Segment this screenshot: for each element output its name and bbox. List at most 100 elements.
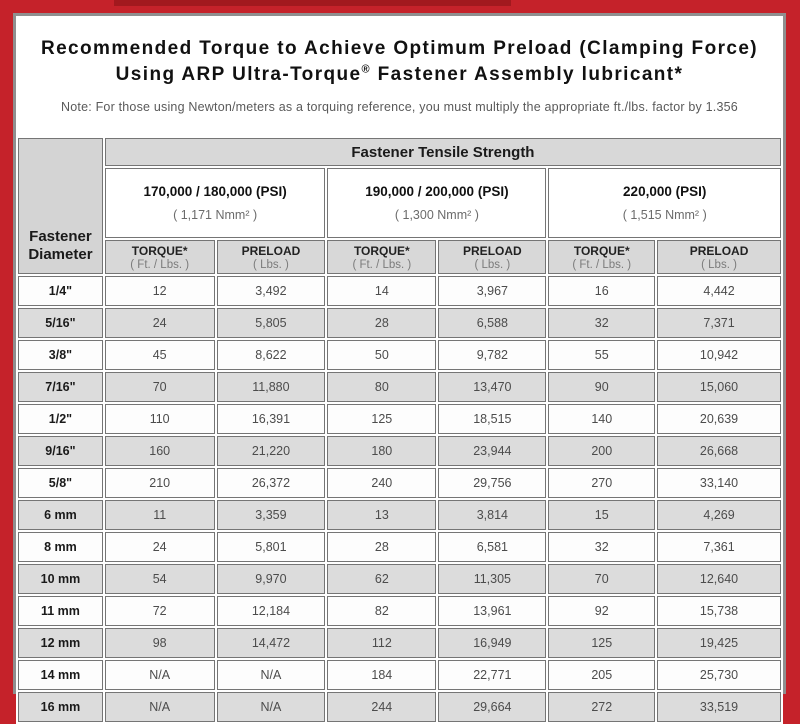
preload-label: PRELOAD [689,243,749,258]
diameter-cell: 14 mm [18,660,103,690]
preload-value-cell: 3,814 [438,500,547,530]
preload-value-cell: 21,220 [216,436,326,466]
diameter-cell: 11 mm [18,596,103,626]
diameter-cell: 12 mm [18,628,103,658]
diameter-cell: 5/16" [18,308,103,338]
preload-unit-label: ( Lbs. ) [701,258,737,271]
table-row: 5/16" 24 5,805 28 6,588 32 7,371 [18,308,781,338]
preload-value-cell: 33,519 [657,692,781,722]
torque-unit-label: ( Ft. / Lbs. ) [130,258,190,271]
torque-value-cell: 70 [548,564,656,594]
psi-header-group3: 220,000 (PSI) ( 1,515 Nmm² ) [548,168,781,238]
preload-value-cell: 11,880 [216,372,326,402]
table-row: 11 mm 72 12,184 82 13,961 92 15,738 [18,596,781,626]
tensile-strength-row: Fastener Diameter Fastener Tensile Stren… [18,138,781,274]
torque-value-cell: 210 [104,468,215,498]
nmm-value-group2: ( 1,300 Nmm² ) [394,208,479,222]
torque-header-group2: TORQUE*( Ft. / Lbs. ) [327,240,437,274]
torque-unit-label: ( Ft. / Lbs. ) [352,258,412,271]
diameter-cell: 8 mm [18,532,103,562]
table-row: 12 mm 98 14,472 112 16,949 125 19,425 [18,628,781,658]
torque-header-group3: TORQUE*( Ft. / Lbs. ) [548,240,656,274]
preload-value-cell: 15,060 [657,372,781,402]
torque-value-cell: 244 [327,692,437,722]
torque-value-cell: 80 [327,372,437,402]
psi-value-group2: 190,000 / 200,000 (PSI) [365,184,509,199]
table-row: 5/8" 210 26,372 240 29,756 270 33,140 [18,468,781,498]
torque-value-cell: 200 [548,436,656,466]
diameter-column-header: Fastener Diameter [18,138,103,274]
table-row: 6 mm 11 3,359 13 3,814 15 4,269 [18,500,781,530]
torque-value-cell: 82 [327,596,437,626]
preload-value-cell: 20,639 [657,404,781,434]
torque-value-cell: 70 [104,372,215,402]
torque-value-cell: 13 [327,500,437,530]
registered-trademark-symbol: ® [361,63,371,76]
page-title-line1: Recommended Torque to Achieve Optimum Pr… [40,38,759,59]
preload-value-cell: N/A [216,660,326,690]
table-row: 9/16" 160 21,220 180 23,944 200 26,668 [18,436,781,466]
nmm-value-group1: ( 1,171 Nmm² ) [173,208,258,222]
preload-value-cell: 12,184 [216,596,326,626]
torque-value-cell: 140 [548,404,656,434]
preload-value-cell: 29,756 [438,468,547,498]
preload-value-cell: 26,668 [657,436,781,466]
note-text: Note: For those using Newton/meters as a… [61,100,738,115]
preload-value-cell: 11,305 [438,564,547,594]
torque-value-cell: 240 [327,468,437,498]
torque-value-cell: 55 [548,340,656,370]
torque-value-cell: 98 [104,628,215,658]
table-row: 1/4" 12 3,492 14 3,967 16 4,442 [18,276,781,306]
preload-value-cell: 33,140 [657,468,781,498]
preload-value-cell: 29,664 [438,692,547,722]
torque-value-cell: 15 [548,500,656,530]
preload-value-cell: 19,425 [657,628,781,658]
torque-value-cell: 90 [548,372,656,402]
torque-value-cell: 11 [104,500,215,530]
preload-value-cell: 4,442 [657,276,781,306]
preload-value-cell: 25,730 [657,660,781,690]
preload-value-cell: 3,492 [216,276,326,306]
preload-value-cell: 14,472 [216,628,326,658]
torque-unit-label: ( Ft. / Lbs. ) [572,258,632,271]
preload-value-cell: 13,470 [438,372,547,402]
torque-value-cell: 110 [104,404,215,434]
psi-header-row: 170,000 / 180,000 (PSI) ( 1,171 Nmm² ) 1… [18,168,781,238]
page-title-line2: Using ARP Ultra-Torque® Fastener Assembl… [115,63,684,85]
torque-label: TORQUE* [131,243,188,258]
preload-value-cell: 3,359 [216,500,326,530]
diameter-cell: 16 mm [18,692,103,722]
psi-header-group1: 170,000 / 180,000 (PSI) ( 1,171 Nmm² ) [104,168,326,238]
preload-value-cell: 8,622 [216,340,326,370]
preload-value-cell: 7,361 [657,532,781,562]
torque-value-cell: 205 [548,660,656,690]
nmm-value-group3: ( 1,515 Nmm² ) [622,208,707,222]
torque-table: Fastener Diameter Fastener Tensile Stren… [16,136,783,724]
torque-value-cell: 50 [327,340,437,370]
preload-label: PRELOAD [463,243,522,258]
torque-value-cell: 72 [104,596,215,626]
torque-value-cell: 112 [327,628,437,658]
psi-value-group1: 170,000 / 180,000 (PSI) [143,184,287,199]
torque-label: TORQUE* [353,243,410,258]
torque-value-cell: N/A [104,660,215,690]
torque-value-cell: 12 [104,276,215,306]
preload-value-cell: 23,944 [438,436,547,466]
diameter-cell: 5/8" [18,468,103,498]
preload-value-cell: 16,949 [438,628,547,658]
preload-value-cell: 5,801 [216,532,326,562]
preload-value-cell: N/A [216,692,326,722]
diameter-cell: 9/16" [18,436,103,466]
page-title: Recommended Torque to Achieve Optimum Pr… [16,36,783,87]
psi-header-group2: 190,000 / 200,000 (PSI) ( 1,300 Nmm² ) [327,168,547,238]
torque-value-cell: 16 [548,276,656,306]
content-panel: Recommended Torque to Achieve Optimum Pr… [13,13,786,724]
torque-value-cell: 32 [548,532,656,562]
preload-header-group1: PRELOAD( Lbs. ) [216,240,326,274]
preload-value-cell: 12,640 [657,564,781,594]
torque-value-cell: 54 [104,564,215,594]
torque-value-cell: 272 [548,692,656,722]
torque-value-cell: 160 [104,436,215,466]
torque-value-cell: 28 [327,308,437,338]
table-row: 8 mm 24 5,801 28 6,581 32 7,361 [18,532,781,562]
